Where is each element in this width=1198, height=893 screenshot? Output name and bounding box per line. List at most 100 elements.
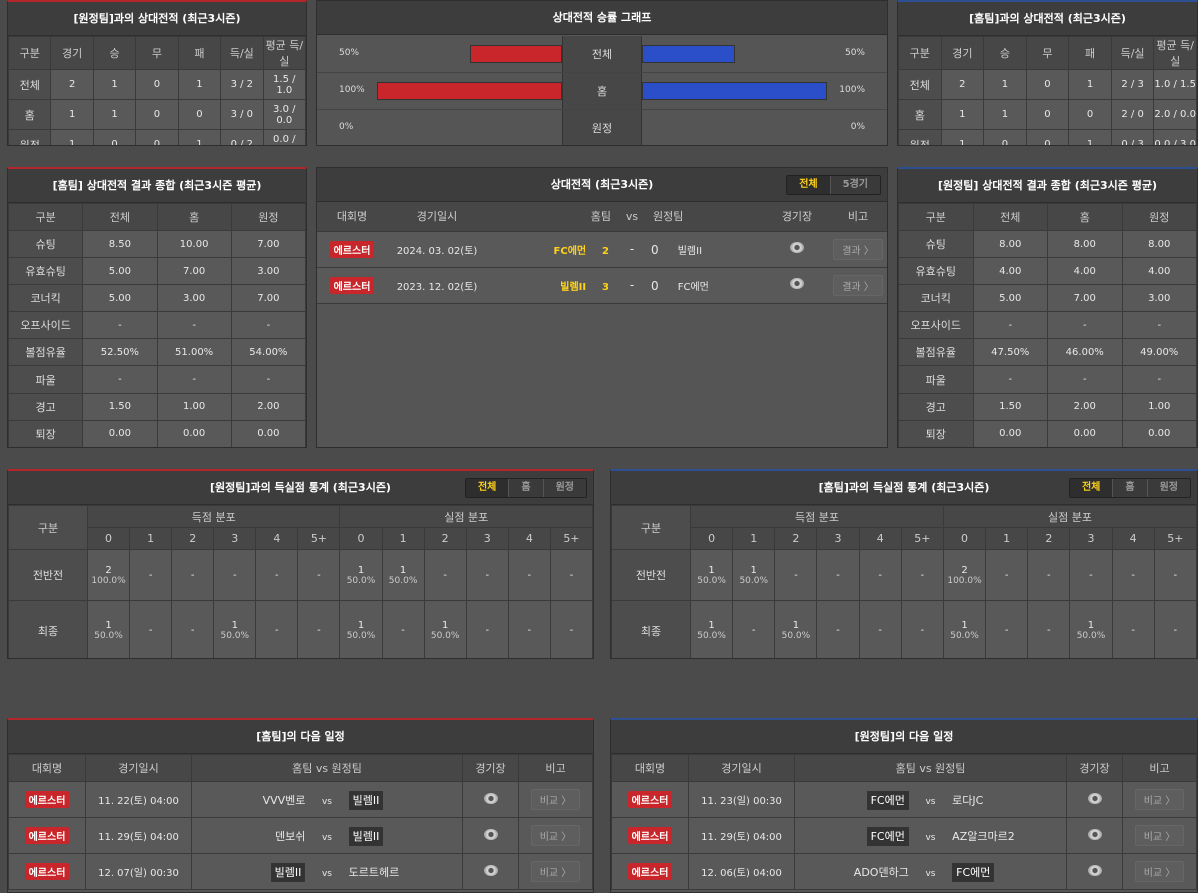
column-header: 홈팀 vs 원정팀 <box>794 754 1067 782</box>
goal-count-header: 5+ <box>1153 527 1197 550</box>
cell-value: - <box>972 365 1048 394</box>
stadium-icon[interactable] <box>790 278 804 289</box>
stadium-icon[interactable] <box>483 864 498 876</box>
count: - <box>190 625 195 636</box>
column-header: 비고 <box>1122 754 1197 782</box>
tab-0[interactable]: 전체 <box>787 176 830 194</box>
away-team[interactable]: FC에먼 <box>952 862 995 882</box>
stadium-icon[interactable] <box>483 828 498 840</box>
home-team[interactable]: FC에먼 <box>866 790 909 810</box>
away-team[interactable]: FC에먼 <box>677 281 709 293</box>
cell-value: - <box>1047 311 1123 340</box>
graph-row-label: 원정 <box>562 110 642 145</box>
tab-1[interactable]: 5경기 <box>829 176 880 194</box>
row-label: 경고 <box>8 392 84 421</box>
cell-value: 0 <box>135 69 179 100</box>
compare-button[interactable]: 비교 〉 <box>530 789 581 810</box>
stadium-icon[interactable] <box>1087 792 1102 804</box>
table-row: 경고 1.50 1.00 2.00 <box>8 392 306 421</box>
row-label: 전반전 <box>8 549 88 601</box>
count: - <box>527 569 532 581</box>
column-header: 패 <box>177 36 222 70</box>
away-team[interactable]: 도르트헤르 <box>348 865 400 879</box>
cell-value: 46.00% <box>1047 338 1123 367</box>
compare-button[interactable]: 비교 〉 <box>1134 789 1185 810</box>
vs-label: vs <box>321 796 332 807</box>
tab-0[interactable]: 전체 <box>465 479 509 497</box>
percent: 50.0% <box>1076 631 1106 641</box>
home-team[interactable]: 빌렘II <box>270 862 306 882</box>
cell-value: 2.00 <box>230 392 306 421</box>
home-team[interactable]: 빌렘II <box>560 281 587 293</box>
row-label: 파울 <box>8 365 84 394</box>
column-header: 무 <box>1025 36 1070 70</box>
h2h-list-panel: 상대전적 (최근3시즌) 전체 5경기 대회명 경기일시 홈팀 vs 원정팀 경기장 비고 에르스… <box>316 167 888 448</box>
cell-value: 1 <box>92 69 137 100</box>
cell-value: 0 <box>1025 129 1070 145</box>
away-team[interactable]: 빌렘II <box>677 245 703 257</box>
compare-button[interactable]: 비교 〉 <box>1134 825 1185 846</box>
vs-label: vs <box>925 832 936 843</box>
league-badge[interactable]: 에르스터 <box>627 791 673 808</box>
panel-title-text: [홈팀]의 다음 일정 <box>256 730 345 743</box>
row-label: 최종 <box>8 600 88 658</box>
home-team[interactable]: FC에먼 <box>866 826 909 846</box>
column-header: 홈 <box>1047 203 1123 231</box>
league-badge[interactable]: 에르스터 <box>329 276 375 294</box>
away-team[interactable]: AZ알크마르2 <box>952 829 1015 843</box>
compare-button[interactable]: 비교 〉 <box>1134 861 1185 882</box>
compare-button[interactable]: 비교 〉 <box>530 861 581 882</box>
league-badge[interactable]: 에르스터 <box>24 791 70 808</box>
row-label: 퇴장 <box>898 419 974 447</box>
league-badge[interactable]: 에르스터 <box>24 827 70 844</box>
league-badge[interactable]: 에르스터 <box>329 240 375 258</box>
tab-0[interactable]: 전체 <box>1069 479 1113 497</box>
stadium-icon[interactable] <box>790 242 804 253</box>
match-date: 11. 29(토) 04:00 <box>98 832 179 843</box>
conceded-group-header: 실점 분포 <box>1047 510 1092 524</box>
cell-value: 7.00 <box>230 284 306 313</box>
row-label: 슈팅 <box>8 229 84 259</box>
row-label: 유효슈팅 <box>898 257 974 286</box>
tab-2[interactable]: 원정 <box>542 479 586 497</box>
result-button[interactable]: 결과 〉 <box>833 238 883 260</box>
compare-button[interactable]: 비교 〉 <box>530 825 581 846</box>
home-team[interactable]: VVV벤로 <box>262 793 306 807</box>
schedule-table: 대회명 경기일시 홈팀 vs 원정팀 경기장 비고 에르스터 11. 22(토) 04:0… <box>8 754 593 890</box>
column-header: 경기일시 <box>688 754 795 782</box>
column-header: 비고 <box>847 210 869 224</box>
away-team[interactable]: 빌렘II <box>348 826 384 846</box>
column-header: 대회명 <box>611 754 689 782</box>
graph-row: 50% 전체 50% <box>317 36 887 73</box>
schedule-row: 에르스터 11. 29(토) 04:00 FC에먼 vs AZ알크마르2 비교 〉 <box>611 817 1197 854</box>
goals-table: 구분 득점 분포 실점 분포 0 1 2 3 4 5+ 0 1 2 3 4 5+ 전반전 1 50.0% 1 50.0… <box>611 505 1197 658</box>
home-summary-panel: [홈팀] 상대전적 결과 종합 (최근3시즌 평균) 구분 전체 홈 원정 슈팅 8.50 1… <box>7 167 307 448</box>
tab-1[interactable]: 홈 <box>1112 479 1146 497</box>
league-badge[interactable]: 에르스터 <box>627 863 673 880</box>
panel-title-text: [홈팀] 상대전적 결과 종합 (최근3시즌 평균) <box>52 179 262 192</box>
percent: 50.0% <box>950 631 979 641</box>
league-badge[interactable]: 에르스터 <box>24 863 70 880</box>
vs-label: vs <box>321 832 332 843</box>
goal-count-header: 4 <box>1111 527 1155 550</box>
column-header: 전체 <box>972 203 1048 231</box>
tab-2[interactable]: 원정 <box>1146 479 1190 497</box>
tab-1[interactable]: 홈 <box>508 479 542 497</box>
home-team[interactable]: ADO덴하그 <box>853 865 909 879</box>
table-row: 파울 - - - <box>8 365 306 394</box>
stadium-icon[interactable] <box>483 792 498 804</box>
home-team[interactable]: FC에먼 <box>553 245 587 257</box>
column-header: 홈팀 vs 원정팀 <box>191 754 463 782</box>
stadium-icon[interactable] <box>1087 828 1102 840</box>
away-team[interactable]: 빌렘II <box>348 790 384 810</box>
cell-value: 1 <box>177 69 222 100</box>
cell-value: 1 <box>983 99 1027 130</box>
panel-title: [원정팀]의 다음 일정 <box>611 720 1197 754</box>
goal-count-header: 2 <box>171 527 215 550</box>
table-row: 파울 - - - <box>898 365 1197 394</box>
result-button[interactable]: 결과 〉 <box>833 274 883 296</box>
stadium-icon[interactable] <box>1087 864 1102 876</box>
home-team[interactable]: 덴보쉬 <box>275 829 306 843</box>
league-badge[interactable]: 에르스터 <box>627 827 673 844</box>
away-team[interactable]: 로다JC <box>952 793 984 807</box>
